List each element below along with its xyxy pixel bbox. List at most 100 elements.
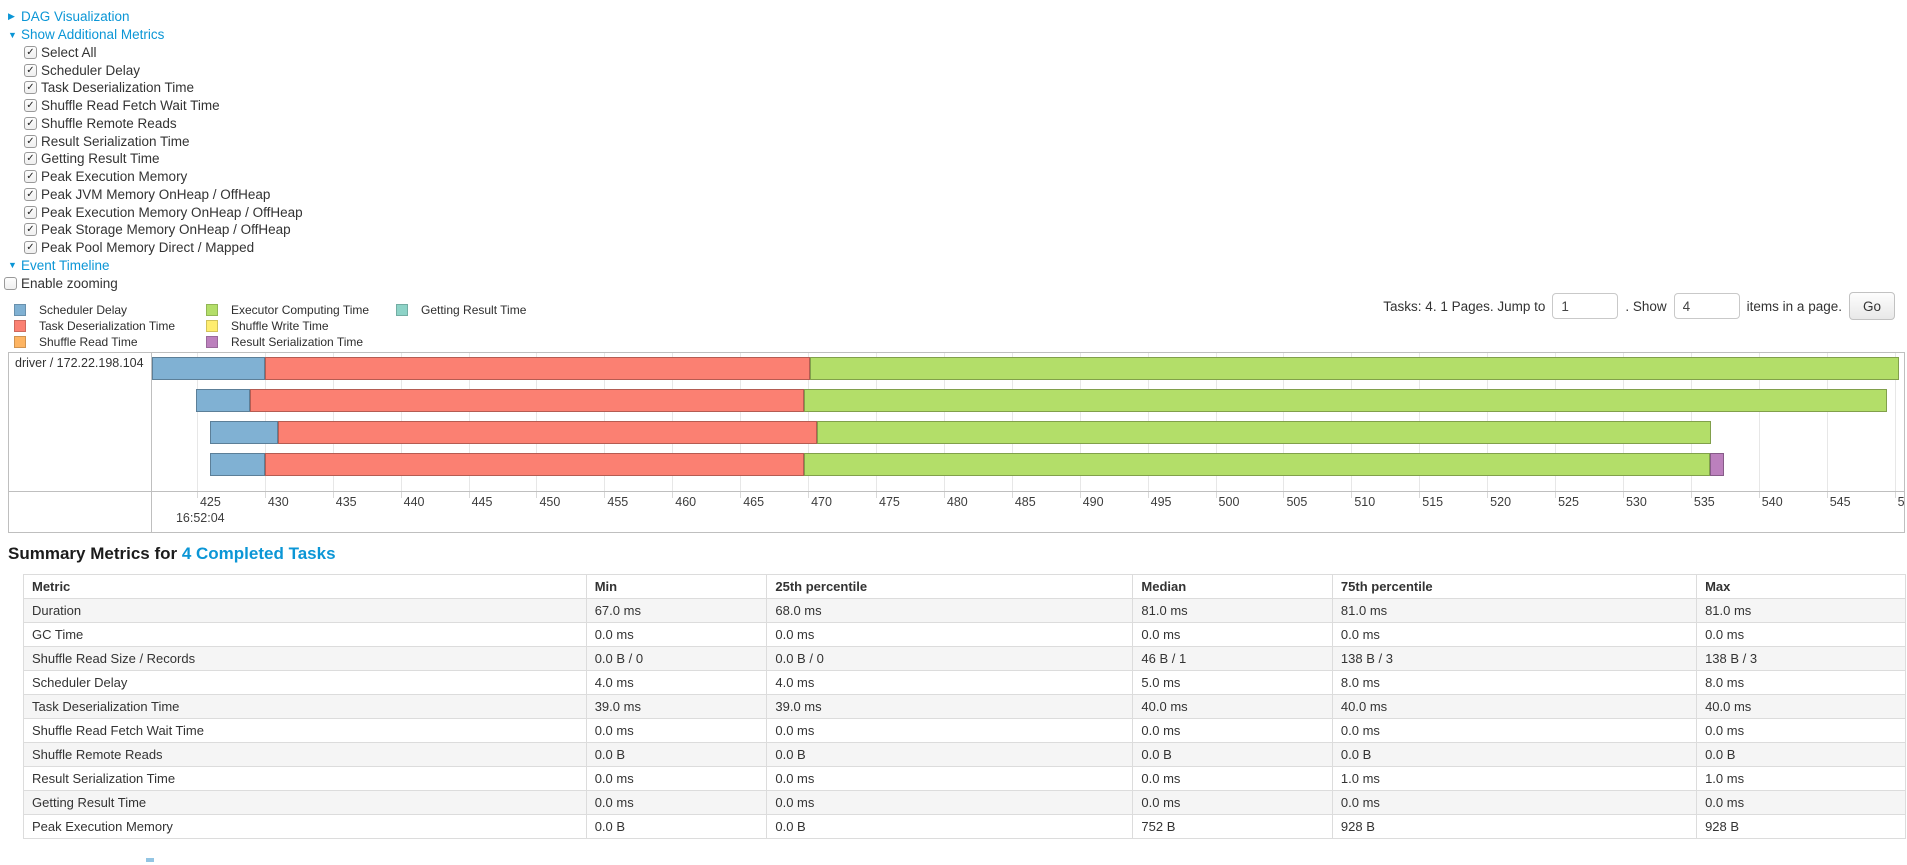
axis-tick-label: 455 [607,495,629,509]
legend-item: Executor Computing Time [206,302,396,318]
items-per-page-input[interactable] [1673,293,1740,319]
axis-tick-label: 495 [1150,495,1172,509]
checkbox-getting-result-time[interactable]: ✓ [24,152,37,166]
dag-visualization-toggle[interactable]: ▶ DAG Visualization [8,8,303,26]
task-bar-segment-task-deserialization[interactable] [277,421,818,444]
checkbox-peak-execution-memory[interactable]: ✓ [24,170,37,184]
event-timeline-toggle[interactable]: ▼ Event Timeline [8,257,303,275]
metric-checkbox-row: ✓ Result Serialization Time [24,132,303,150]
pagination-summary: Tasks: 4. 1 Pages. Jump to [1383,298,1546,314]
metric-checkbox-row: ✓ Shuffle Remote Reads [24,115,303,133]
checkbox-shuffle-remote-reads[interactable]: ✓ [24,116,37,130]
checkbox-shuffle-read-fetch-wait-time[interactable]: ✓ [24,99,37,113]
metric-value-cell: 68.0 ms [766,598,1134,623]
task-bar-segment-scheduler-delay[interactable] [209,421,278,444]
checkbox-select-all[interactable]: ✓ [24,45,37,59]
metric-value-cell: 0.0 B [585,742,768,767]
legend-label: Shuffle Write Time [231,319,329,334]
axis-tick [1147,492,1149,498]
metric-checkbox-row: ✓ Peak Pool Memory Direct / Mapped [24,239,303,257]
table-row: Peak Execution Memory 0.0 B 0.0 B 752 B 928 … [23,814,1906,839]
table-row: Shuffle Read Fetch Wait Time 0.0 ms 0.0 ms… [23,718,1906,743]
metric-name-cell: Scheduler Delay [23,670,587,695]
task-bar-segment-scheduler-delay[interactable] [209,453,265,476]
metric-value-cell: 0.0 ms [1132,766,1333,791]
metric-value-cell: 752 B [1132,814,1333,839]
task-bar-segment-scheduler-delay[interactable] [152,357,265,380]
metric-value-cell: 81.0 ms [1696,598,1906,623]
checkbox-peak-jvm-memory-onheap-offheap[interactable]: ✓ [24,187,37,201]
executor-computing-time-swatch [206,304,218,317]
axis-tick-label: 535 [1693,495,1715,509]
axis-tick-label: 510 [1354,495,1376,509]
metric-value-cell: 138 B / 3 [1331,646,1698,671]
metric-value-cell: 0.0 B / 0 [766,646,1134,671]
checkbox-result-serialization-time[interactable]: ✓ [24,134,37,148]
legend-column: Getting Result Time [396,302,526,351]
task-bar-segment-task-deserialization[interactable] [264,453,805,476]
metric-checkbox-row: ✓ Select All [24,44,303,62]
completed-tasks-link[interactable]: 4 Completed Tasks [181,544,336,563]
task-bar-segment-result-serialization[interactable] [1710,453,1725,476]
checkbox-label: Peak Storage Memory OnHeap / OffHeap [41,222,291,238]
table-row: Duration 67.0 ms 68.0 ms 81.0 ms 81.0 ms 81.0… [23,598,1906,623]
axis-tick-label: 525 [1558,495,1579,509]
enable-zooming-checkbox[interactable] [4,276,17,290]
metric-value-cell: 0.0 ms [1132,718,1333,743]
pagination-middle-text: . Show [1625,298,1667,314]
checkbox-label: Getting Result Time [41,151,160,167]
axis-tick [1555,492,1557,498]
metric-value-cell: 39.0 ms [766,694,1134,719]
legend-column: Scheduler Delay Task Deserialization Time… [14,302,206,351]
table-row: Getting Result Time 0.0 ms 0.0 ms 0.0 ms 0.0… [23,790,1906,815]
metric-name-cell: Shuffle Read Size / Records [23,646,587,671]
axis-tick-label: 540 [1761,495,1783,509]
task-bar-segment-task-deserialization[interactable] [249,389,805,412]
metric-checkbox-row: ✓ Shuffle Read Fetch Wait Time [24,97,303,115]
axis-tick [943,492,945,498]
axis-tick [1487,492,1489,498]
task-bar-segment-executor-computing[interactable] [804,389,1887,412]
caret-right-icon: ▶ [8,11,15,22]
task-bar-segment-task-deserialization[interactable] [264,357,811,380]
legend-label: Shuffle Read Time [39,335,138,350]
axis-tick [468,492,470,498]
summary-title-text: Summary Metrics for [8,544,182,563]
task-bar-segment-executor-computing[interactable] [804,453,1711,476]
result-serialization-time-swatch [206,336,218,349]
metric-checkbox-row: ✓ Task Deserialization Time [24,79,303,97]
checkbox-peak-storage-memory-onheap-offheap[interactable]: ✓ [24,223,37,237]
checkbox-scheduler-delay[interactable]: ✓ [24,63,37,77]
metric-value-cell: 0.0 ms [585,766,768,791]
task-deserialization-time-swatch [14,320,26,333]
metric-value-cell: 0.0 ms [766,790,1134,815]
axis-tick [264,492,266,498]
axis-tick [1419,492,1421,498]
task-bar-segment-executor-computing[interactable] [810,357,1899,380]
metric-value-cell: 0.0 ms [766,622,1134,647]
timeline-group-label: driver / 172.22.198.104 [15,356,144,370]
legend-item: Task Deserialization Time [14,318,206,334]
metric-value-cell: 81.0 ms [1331,598,1698,623]
show-additional-metrics-toggle[interactable]: ▼ Show Additional Metrics [8,26,303,44]
jump-to-page-input[interactable] [1552,293,1619,319]
checkbox-task-deserialization-time[interactable]: ✓ [24,81,37,95]
legend-label: Result Serialization Time [231,335,364,350]
axis-tick [604,492,606,498]
legend-item: Shuffle Write Time [206,318,396,334]
metric-value-cell: 138 B / 3 [1696,646,1906,671]
checkbox-label: Select All [41,44,97,60]
axis-tick-label: 475 [879,495,900,509]
go-button[interactable]: Go [1848,292,1895,320]
checkbox-peak-pool-memory-direct-mapped[interactable]: ✓ [24,241,37,255]
checkbox-peak-execution-memory-onheap-offheap[interactable]: ✓ [24,205,37,219]
metric-value-cell: 0.0 B [1132,742,1333,767]
axis-tick-label: 505 [1286,495,1308,509]
metric-value-cell: 39.0 ms [585,694,768,719]
task-bar-segment-executor-computing[interactable] [817,421,1712,444]
axis-tick [1622,492,1624,498]
gridline [1826,353,1828,491]
task-bar-segment-scheduler-delay[interactable] [195,389,250,412]
metric-checkbox-row: ✓ Peak Execution Memory [24,168,303,186]
legend-label: Getting Result Time [421,303,527,318]
